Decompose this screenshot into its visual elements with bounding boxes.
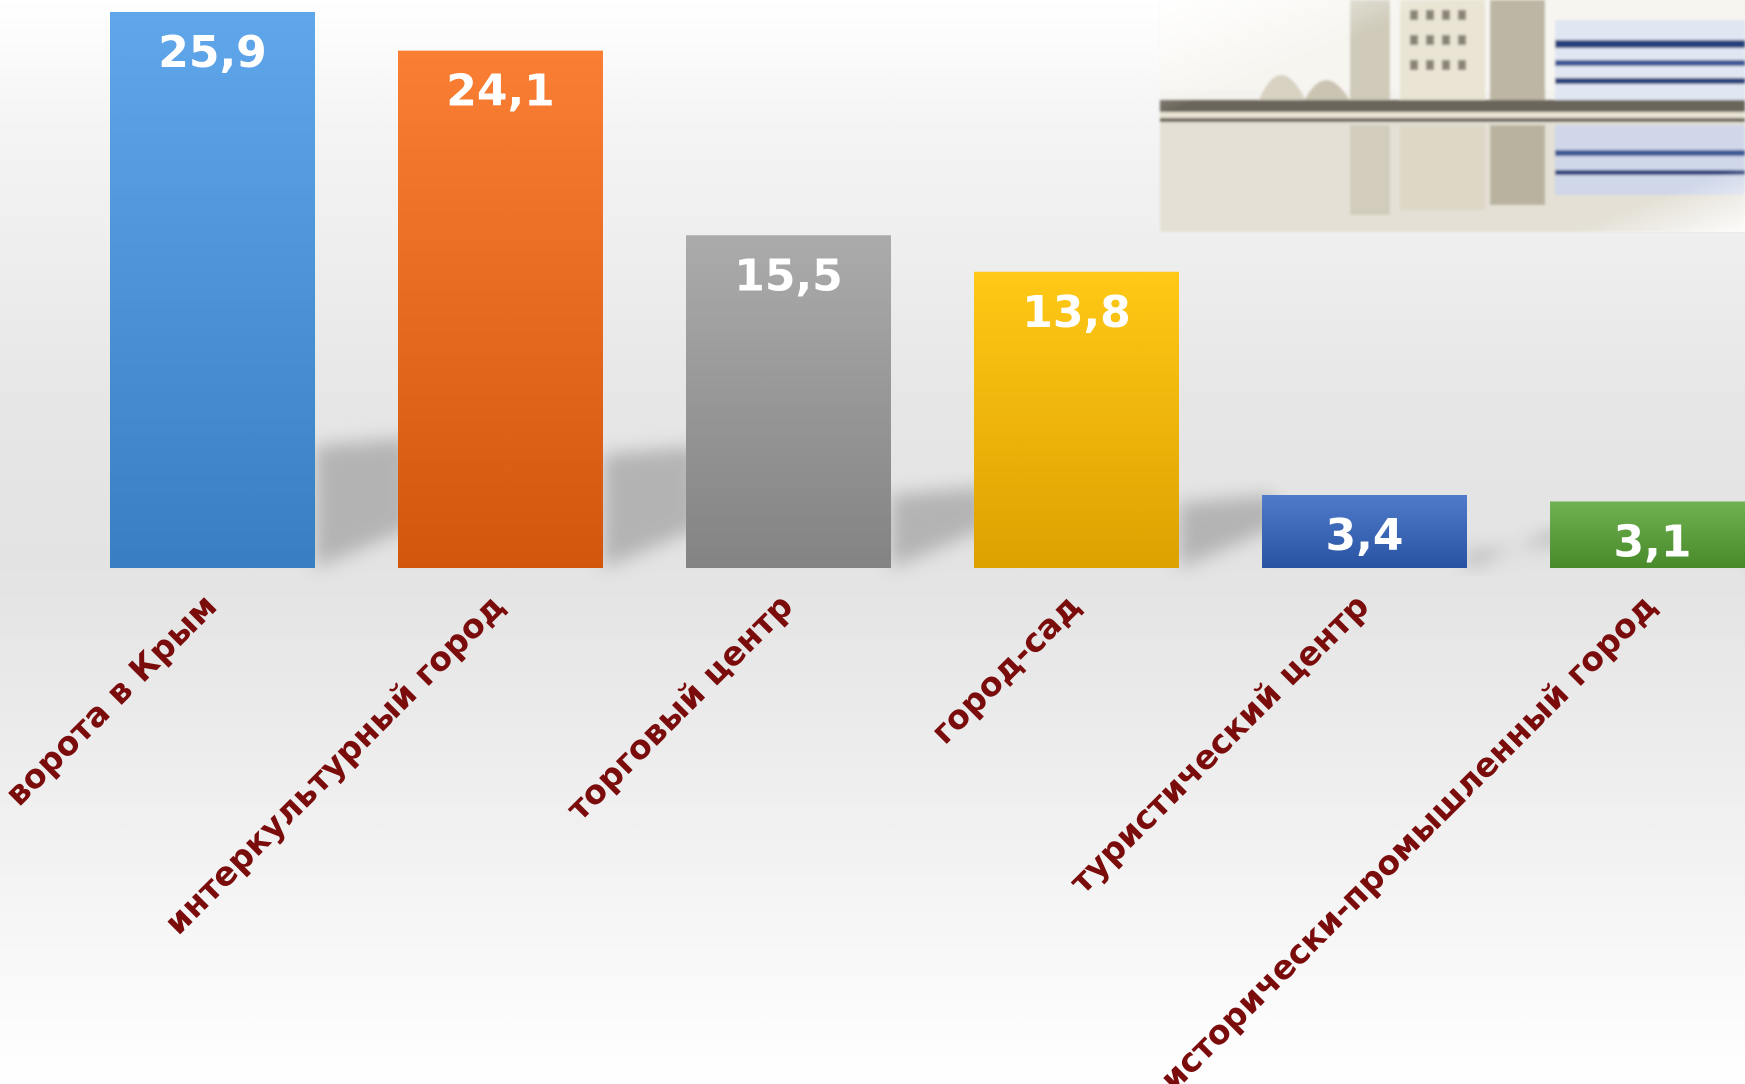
category-label: интеркультурный город: [156, 586, 512, 942]
category-label: исторически-промышленный город: [1152, 586, 1664, 1084]
city-waterfront-photo: [1160, 0, 1745, 232]
bar-value-label: 13,8: [1022, 287, 1131, 338]
bar-value-label: 3,4: [1326, 510, 1404, 561]
category-label: торговый центр: [558, 586, 800, 828]
bar: [398, 51, 603, 568]
bar-value-label: 15,5: [734, 250, 843, 301]
bar-value-label: 3,1: [1614, 516, 1692, 567]
category-label: ворота в Крым: [0, 586, 224, 813]
bar-shadow: [315, 438, 410, 568]
bar-shadow: [1179, 495, 1274, 568]
bar-shadow: [1467, 528, 1562, 568]
bar-value-label: 25,9: [158, 27, 267, 78]
bar: [110, 12, 315, 568]
bar-shadow: [891, 487, 986, 568]
category-label: туристический центр: [1061, 586, 1376, 901]
bar-value-label: 24,1: [446, 66, 555, 117]
category-label: город-сад: [923, 586, 1088, 751]
bar-shadow: [603, 446, 698, 568]
